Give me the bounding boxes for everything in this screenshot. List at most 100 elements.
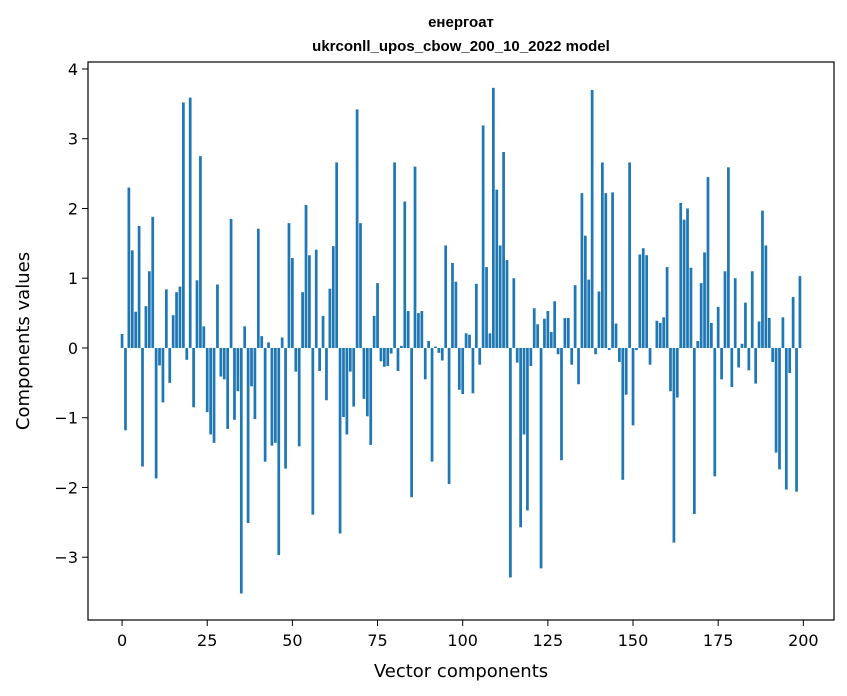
bar-184 bbox=[747, 347, 751, 371]
bar-17 bbox=[178, 286, 182, 348]
bar-189 bbox=[764, 245, 768, 348]
bar-4 bbox=[134, 311, 138, 348]
bar-187 bbox=[757, 321, 761, 348]
bar-44 bbox=[270, 347, 274, 446]
bar-32 bbox=[229, 218, 233, 348]
bar-34 bbox=[236, 347, 240, 392]
bar-72 bbox=[365, 347, 369, 417]
bar-13 bbox=[164, 289, 168, 348]
bar-19 bbox=[185, 347, 189, 360]
bar-176 bbox=[720, 347, 723, 380]
bar-163 bbox=[675, 347, 679, 398]
bar-99 bbox=[457, 347, 461, 390]
bar-199 bbox=[798, 276, 802, 348]
bar-130 bbox=[563, 317, 567, 348]
bar-15 bbox=[171, 315, 175, 348]
bar-198 bbox=[795, 347, 798, 492]
bar-180 bbox=[733, 278, 737, 348]
bar-155 bbox=[648, 347, 652, 365]
bar-65 bbox=[342, 347, 345, 418]
bar-183 bbox=[744, 302, 747, 348]
y-tick-label: −1 bbox=[54, 409, 78, 428]
y-tick-label: −3 bbox=[54, 548, 78, 567]
bar-26 bbox=[209, 347, 212, 435]
bar-134 bbox=[577, 347, 580, 385]
bar-109 bbox=[492, 87, 495, 348]
chart-title-line-1: енергоат bbox=[428, 14, 494, 31]
bar-76 bbox=[379, 347, 383, 362]
bar-173 bbox=[710, 322, 713, 348]
y-tick-label: 1 bbox=[68, 269, 78, 288]
bar-136 bbox=[583, 235, 587, 348]
bar-41 bbox=[260, 336, 264, 348]
bar-36 bbox=[243, 326, 247, 348]
bar-90 bbox=[427, 341, 431, 348]
bar-52 bbox=[297, 347, 301, 447]
bar-16 bbox=[175, 292, 178, 348]
bar-40 bbox=[256, 228, 260, 348]
bar-51 bbox=[294, 347, 298, 372]
bar-192 bbox=[774, 347, 778, 453]
bar-111 bbox=[498, 245, 502, 348]
bar-190 bbox=[767, 317, 771, 348]
bar-8 bbox=[147, 271, 151, 348]
bar-1 bbox=[124, 347, 127, 431]
y-tick-label: 4 bbox=[68, 60, 78, 79]
bar-196 bbox=[788, 347, 792, 374]
y-tick-label: 3 bbox=[68, 130, 78, 149]
bar-37 bbox=[246, 347, 250, 524]
bar-120 bbox=[529, 347, 533, 367]
bar-55 bbox=[308, 255, 311, 348]
bar-67 bbox=[348, 347, 352, 372]
bar-12 bbox=[161, 347, 165, 403]
bar-21 bbox=[192, 347, 195, 408]
bar-77 bbox=[382, 347, 386, 367]
x-tick-label: 25 bbox=[197, 631, 217, 650]
bar-49 bbox=[287, 223, 291, 348]
bar-68 bbox=[352, 347, 356, 407]
bar-3 bbox=[130, 250, 134, 348]
bar-57 bbox=[314, 249, 318, 348]
bar-86 bbox=[413, 166, 417, 348]
bar-164 bbox=[679, 202, 683, 348]
bar-154 bbox=[645, 255, 649, 348]
bar-54 bbox=[304, 204, 308, 348]
bar-151 bbox=[635, 347, 638, 351]
bar-47 bbox=[280, 337, 284, 348]
bar-27 bbox=[212, 347, 216, 443]
bar-142 bbox=[604, 193, 608, 348]
bar-75 bbox=[376, 283, 379, 348]
bar-162 bbox=[672, 347, 676, 543]
x-tick-label: 50 bbox=[282, 631, 302, 650]
bar-129 bbox=[560, 347, 563, 461]
bar-160 bbox=[665, 267, 669, 348]
bar-115 bbox=[512, 278, 516, 348]
bar-80 bbox=[393, 162, 396, 348]
bar-6 bbox=[141, 347, 144, 467]
bar-185 bbox=[750, 271, 754, 348]
bar-110 bbox=[495, 189, 499, 348]
bar-71 bbox=[362, 347, 366, 399]
bar-97 bbox=[451, 262, 454, 348]
bar-191 bbox=[771, 347, 775, 362]
plot-frame bbox=[87, 61, 835, 621]
bar-53 bbox=[301, 292, 304, 348]
x-tick-label: 75 bbox=[367, 631, 387, 650]
bar-128 bbox=[556, 347, 560, 355]
bar-58 bbox=[318, 347, 321, 371]
x-tick-label: 0 bbox=[117, 631, 127, 650]
bar-147 bbox=[621, 347, 625, 480]
bar-146 bbox=[618, 347, 621, 362]
bar-61 bbox=[328, 288, 332, 348]
bar-177 bbox=[723, 271, 727, 348]
bar-46 bbox=[277, 347, 281, 556]
bar-66 bbox=[345, 347, 349, 435]
bar-7 bbox=[144, 306, 148, 348]
bar-157 bbox=[655, 320, 659, 348]
y-tick-label: 2 bbox=[68, 199, 78, 218]
bar-5 bbox=[137, 225, 141, 348]
x-axis-label: Vector components bbox=[374, 661, 548, 682]
bar-169 bbox=[696, 341, 700, 348]
bar-103 bbox=[471, 347, 475, 394]
